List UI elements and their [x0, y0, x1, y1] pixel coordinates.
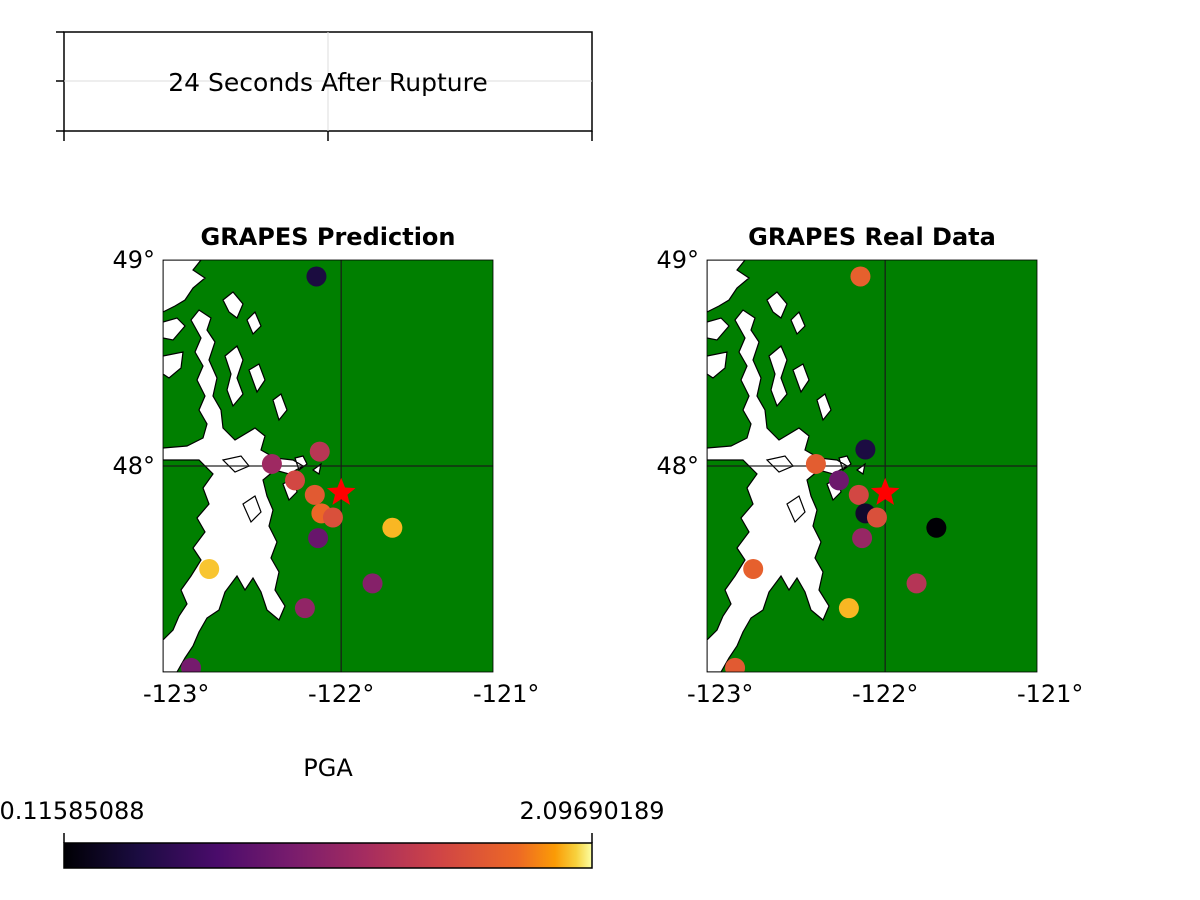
panel-title: GRAPES Real Data	[748, 223, 996, 251]
station-marker	[261, 453, 282, 474]
y-tick-label: 48°	[656, 452, 699, 480]
x-tick-label: -123°	[143, 680, 209, 708]
map-panel-real: GRAPES Real Data -123° -122° -121° 48° 49°	[656, 223, 1083, 708]
y-tick-label: 49°	[112, 246, 155, 274]
station-marker	[848, 484, 869, 505]
station-marker	[829, 470, 849, 491]
station-marker	[725, 657, 746, 672]
colorbar-max-label: 2.09690189	[519, 797, 664, 825]
map-frame	[706, 259, 1038, 673]
station-marker	[382, 517, 403, 538]
panel-title: GRAPES Prediction	[201, 223, 456, 251]
station-marker	[926, 517, 947, 538]
colorbar-gradient	[63, 842, 593, 869]
map-area	[163, 260, 493, 672]
colorbar: PGA 0.11585088 2.09690189	[0, 754, 665, 869]
colorbar-label: PGA	[303, 754, 353, 782]
y-tick-label: 48°	[112, 452, 155, 480]
y-tick-label: 49°	[656, 246, 699, 274]
station-marker	[309, 441, 330, 462]
station-marker	[866, 507, 887, 528]
banner-text: 24 Seconds After Rupture	[168, 68, 487, 97]
station-marker	[362, 573, 383, 594]
station-marker	[852, 528, 873, 549]
station-marker	[838, 598, 859, 619]
x-tick-label: -123°	[687, 680, 753, 708]
station-marker	[285, 470, 305, 491]
station-marker	[306, 266, 327, 287]
map-frame	[162, 259, 494, 673]
station-marker	[805, 453, 826, 474]
x-tick-label: -121°	[473, 680, 539, 708]
station-marker	[294, 598, 315, 619]
station-marker	[181, 657, 202, 672]
station-marker	[906, 573, 927, 594]
banner-panel: 24 Seconds After Rupture	[56, 31, 593, 141]
map-panel-prediction: GRAPES Prediction -123° -122° -121° 48° 49°	[112, 223, 539, 708]
station-marker	[855, 439, 876, 460]
station-marker	[850, 266, 871, 287]
epicenter-star	[870, 477, 900, 505]
map-panels: GRAPES Prediction-123° -122° -121°48°49°GR…	[112, 223, 1083, 708]
map-area	[707, 260, 1037, 672]
x-tick-label: -122°	[308, 680, 374, 708]
station-marker	[322, 507, 343, 528]
station-marker	[743, 559, 764, 579]
station-marker	[199, 559, 220, 579]
station-marker	[308, 528, 329, 549]
x-tick-label: -121°	[1017, 680, 1083, 708]
x-tick-label: -122°	[852, 680, 918, 708]
epicenter-star	[326, 477, 356, 505]
station-marker	[304, 484, 325, 505]
colorbar-min-label: 0.11585088	[0, 797, 145, 825]
